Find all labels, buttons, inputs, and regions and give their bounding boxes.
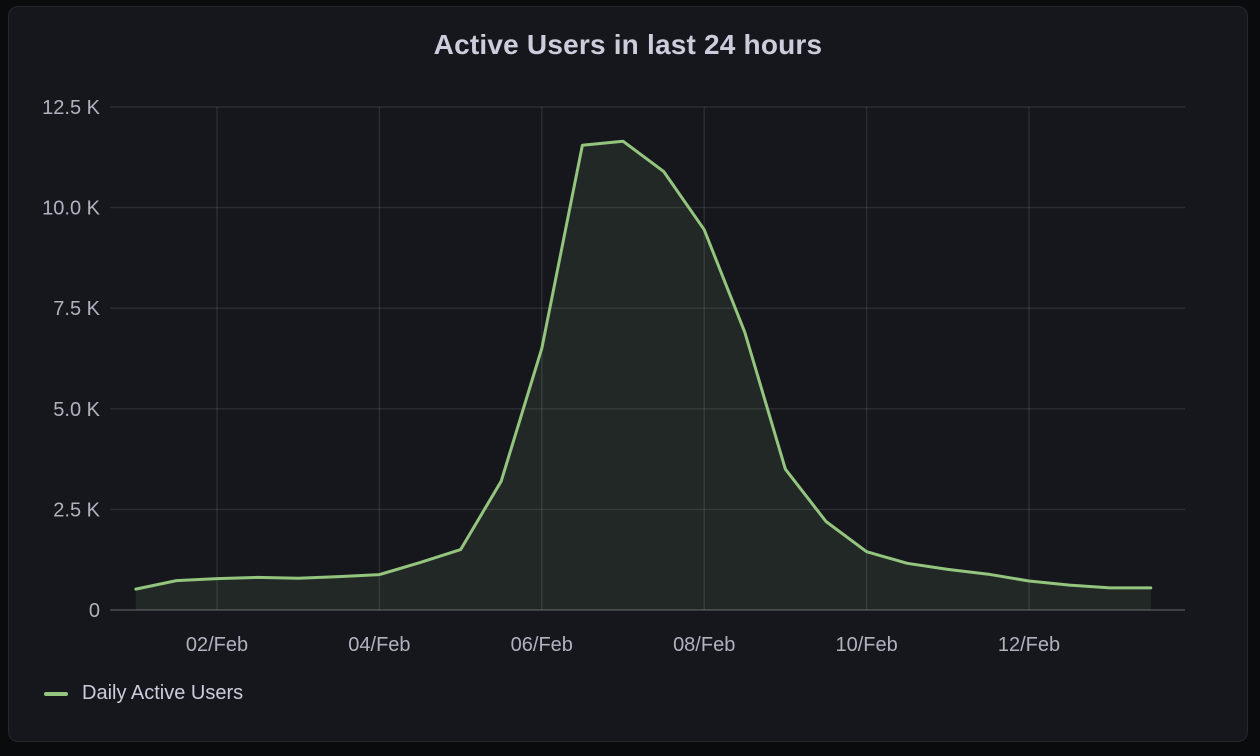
- series-line: [134, 139, 1153, 591]
- y-tick-label: 0: [89, 600, 100, 622]
- y-tick-label: 12.5 K: [42, 97, 100, 119]
- legend: Daily Active Users: [44, 682, 243, 705]
- legend-series-label: Daily Active Users: [82, 682, 244, 704]
- y-tick-label: 10.0 K: [42, 198, 100, 220]
- series-fill: [135, 141, 1151, 610]
- y-tick-label: 7.5 K: [53, 298, 100, 320]
- x-tick-label: 12/Feb: [998, 634, 1060, 656]
- y-tick-label: 2.5 K: [53, 499, 100, 521]
- x-tick-label: 02/Feb: [186, 634, 248, 656]
- legend-item-daily-active-users[interactable]: Daily Active Users: [44, 682, 243, 705]
- x-tick-label: 10/Feb: [835, 634, 897, 656]
- x-tick-label: 04/Feb: [348, 634, 410, 656]
- x-tick-label: 08/Feb: [673, 634, 735, 656]
- panel-title[interactable]: Active Users in last 24 hours: [433, 29, 823, 60]
- y-tick-label: 5.0 K: [53, 399, 100, 421]
- chart-panel: Active Users in last 24 hours: [8, 6, 1248, 742]
- x-tick-label: 06/Feb: [511, 634, 573, 656]
- legend-series-swatch: [44, 691, 68, 696]
